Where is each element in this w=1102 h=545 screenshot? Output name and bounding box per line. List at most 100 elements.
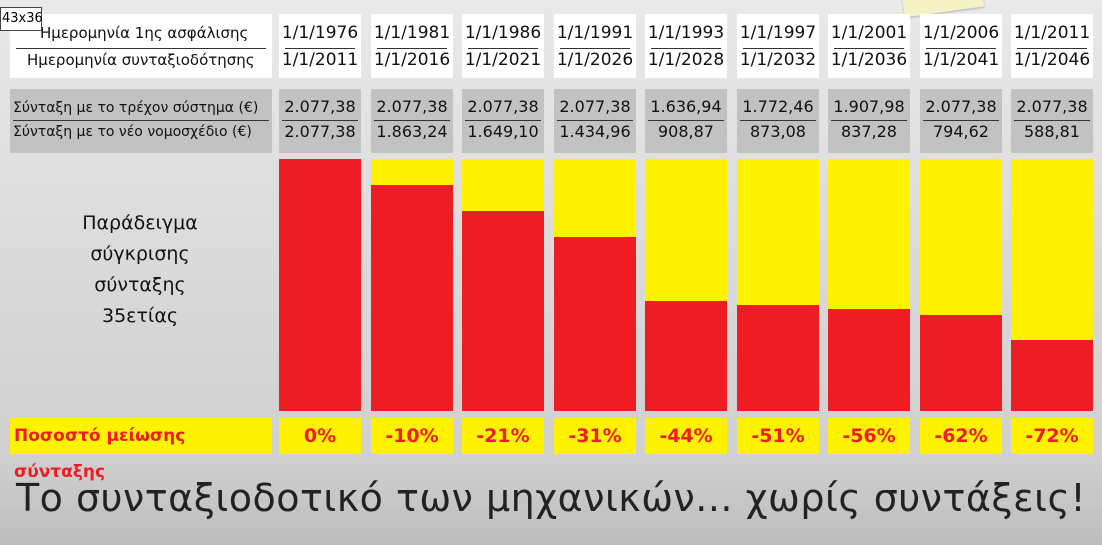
date-cell: 1/1/1991 1/1/2026 (554, 14, 636, 78)
amount-cell: 2.077,38 1.649,10 (462, 89, 544, 153)
sample-line: σύνταξης (94, 274, 186, 296)
new-pension-value: 908,87 (658, 122, 714, 141)
reduction-cell: -62% (920, 418, 1002, 454)
current-pension-value: 2.077,38 (1016, 97, 1088, 116)
reduction-value: -21% (476, 425, 530, 447)
retirement-date: 1/1/2041 (922, 50, 1000, 70)
new-pension-value: 794,62 (933, 122, 989, 141)
reduction-cell: -31% (554, 418, 636, 454)
current-pension-value: 2.077,38 (559, 97, 631, 116)
sample-line: 35ετίας (102, 305, 178, 327)
current-pension-value: 2.077,38 (467, 97, 539, 116)
dimension-tag: 43x36 (0, 7, 43, 31)
first-insurance-date: 1/1/1981 (373, 23, 451, 43)
new-pension-bar (279, 159, 361, 411)
sample-label: Παράδειγμα σύγκρισης σύνταξης 35ετίας (20, 208, 260, 332)
amount-cell: 2.077,38 588,81 (1011, 89, 1093, 153)
date-cell: 1/1/2011 1/1/2046 (1011, 14, 1093, 78)
retirement-date: 1/1/2021 (464, 50, 542, 70)
divider (1017, 48, 1087, 49)
reduction-value: -72% (1025, 425, 1079, 447)
current-pension-value: 2.077,38 (925, 97, 997, 116)
divider (831, 120, 907, 121)
reduction-bar-segment (737, 159, 819, 305)
divider (16, 48, 266, 49)
footer-band (0, 460, 1102, 545)
reduction-value: -56% (842, 425, 896, 447)
amount-cell: 2.077,38 1.863,24 (371, 89, 453, 153)
date-label-cell: Ημερομηνία 1ης ασφάλισης Ημερομηνία συντ… (10, 14, 272, 78)
new-pension-bar (554, 237, 636, 411)
first-insurance-label: Ημερομηνία 1ης ασφάλισης (40, 24, 249, 42)
first-insurance-date: 1/1/1976 (281, 23, 359, 43)
new-pension-value: 588,81 (1024, 122, 1080, 141)
reduction-bar-segment (462, 159, 544, 211)
new-pension-value: 1.863,24 (376, 122, 448, 141)
amount-cell: 1.636,94 908,87 (645, 89, 727, 153)
retirement-date: 1/1/2046 (1013, 50, 1091, 70)
reduction-bar-segment (554, 159, 636, 237)
first-insurance-date: 1/1/2006 (922, 23, 1000, 43)
date-cell: 1/1/1976 1/1/2011 (279, 14, 361, 78)
new-pension-bar (645, 301, 727, 411)
first-insurance-date: 1/1/1991 (556, 23, 634, 43)
divider (465, 120, 541, 121)
new-pension-bar (920, 315, 1002, 411)
divider (374, 120, 450, 121)
reduction-bar-segment (920, 159, 1002, 315)
divider (377, 48, 447, 49)
first-insurance-date: 1/1/1986 (464, 23, 542, 43)
date-cell: 1/1/2001 1/1/2036 (828, 14, 910, 78)
date-cell: 1/1/1981 1/1/2016 (371, 14, 453, 78)
new-pension-value: 1.434,96 (559, 122, 631, 141)
divider (282, 120, 358, 121)
current-pension-value: 2.077,38 (376, 97, 448, 116)
reduction-value: 0% (303, 425, 337, 447)
reduction-cell: -51% (737, 418, 819, 454)
new-pension-value: 1.649,10 (467, 122, 539, 141)
first-insurance-date: 1/1/1993 (647, 23, 725, 43)
sample-line: σύγκρισης (90, 243, 190, 265)
date-cell: 1/1/2006 1/1/2041 (920, 14, 1002, 78)
first-insurance-date: 1/1/2001 (830, 23, 908, 43)
reduction-label-text: Ποσοστό μείωσης σύνταξης (14, 426, 186, 482)
retirement-date: 1/1/2011 (281, 50, 359, 70)
new-pension-value: 873,08 (750, 122, 806, 141)
divider (834, 48, 904, 49)
new-pension-bar (371, 185, 453, 411)
new-bill-label: Σύνταξη με το νέο νομοσχέδιο (€) (13, 124, 252, 140)
current-pension-value: 1.772,46 (742, 97, 814, 116)
current-pension-value: 2.077,38 (284, 97, 356, 116)
date-cell: 1/1/1986 1/1/2021 (462, 14, 544, 78)
footer-title: Το συνταξιοδοτικό των μηχανικών... χωρίς… (15, 476, 1087, 520)
divider (648, 120, 724, 121)
reduction-bar-segment (645, 159, 727, 301)
new-pension-bar (462, 211, 544, 411)
amount-label-cell: Σύνταξη με το τρέχον σύστημα (€) Σύνταξη… (10, 89, 272, 153)
reduction-cell: -44% (645, 418, 727, 454)
current-pension-value: 1.636,94 (650, 97, 722, 116)
current-pension-value: 1.907,98 (833, 97, 905, 116)
reduction-cell: -21% (462, 418, 544, 454)
new-pension-value: 837,28 (841, 122, 897, 141)
reduction-value: -31% (568, 425, 622, 447)
divider (923, 120, 999, 121)
retirement-date: 1/1/2032 (739, 50, 817, 70)
first-insurance-date: 1/1/1997 (739, 23, 817, 43)
reduction-bar-segment (1011, 159, 1093, 340)
divider (560, 48, 630, 49)
amount-cell: 1.907,98 837,28 (828, 89, 910, 153)
divider (285, 48, 355, 49)
divider (13, 120, 269, 121)
reduction-label: Ποσοστό μείωσης σύνταξης (10, 418, 272, 482)
divider (926, 48, 996, 49)
retirement-date: 1/1/2026 (556, 50, 634, 70)
divider (557, 120, 633, 121)
reduction-bar-segment (828, 159, 910, 309)
new-pension-value: 2.077,38 (284, 122, 356, 141)
divider (1014, 120, 1090, 121)
date-cell: 1/1/1997 1/1/2032 (737, 14, 819, 78)
sample-line: Παράδειγμα (82, 212, 198, 234)
new-pension-bar (828, 309, 910, 411)
retirement-date: 1/1/2028 (647, 50, 725, 70)
